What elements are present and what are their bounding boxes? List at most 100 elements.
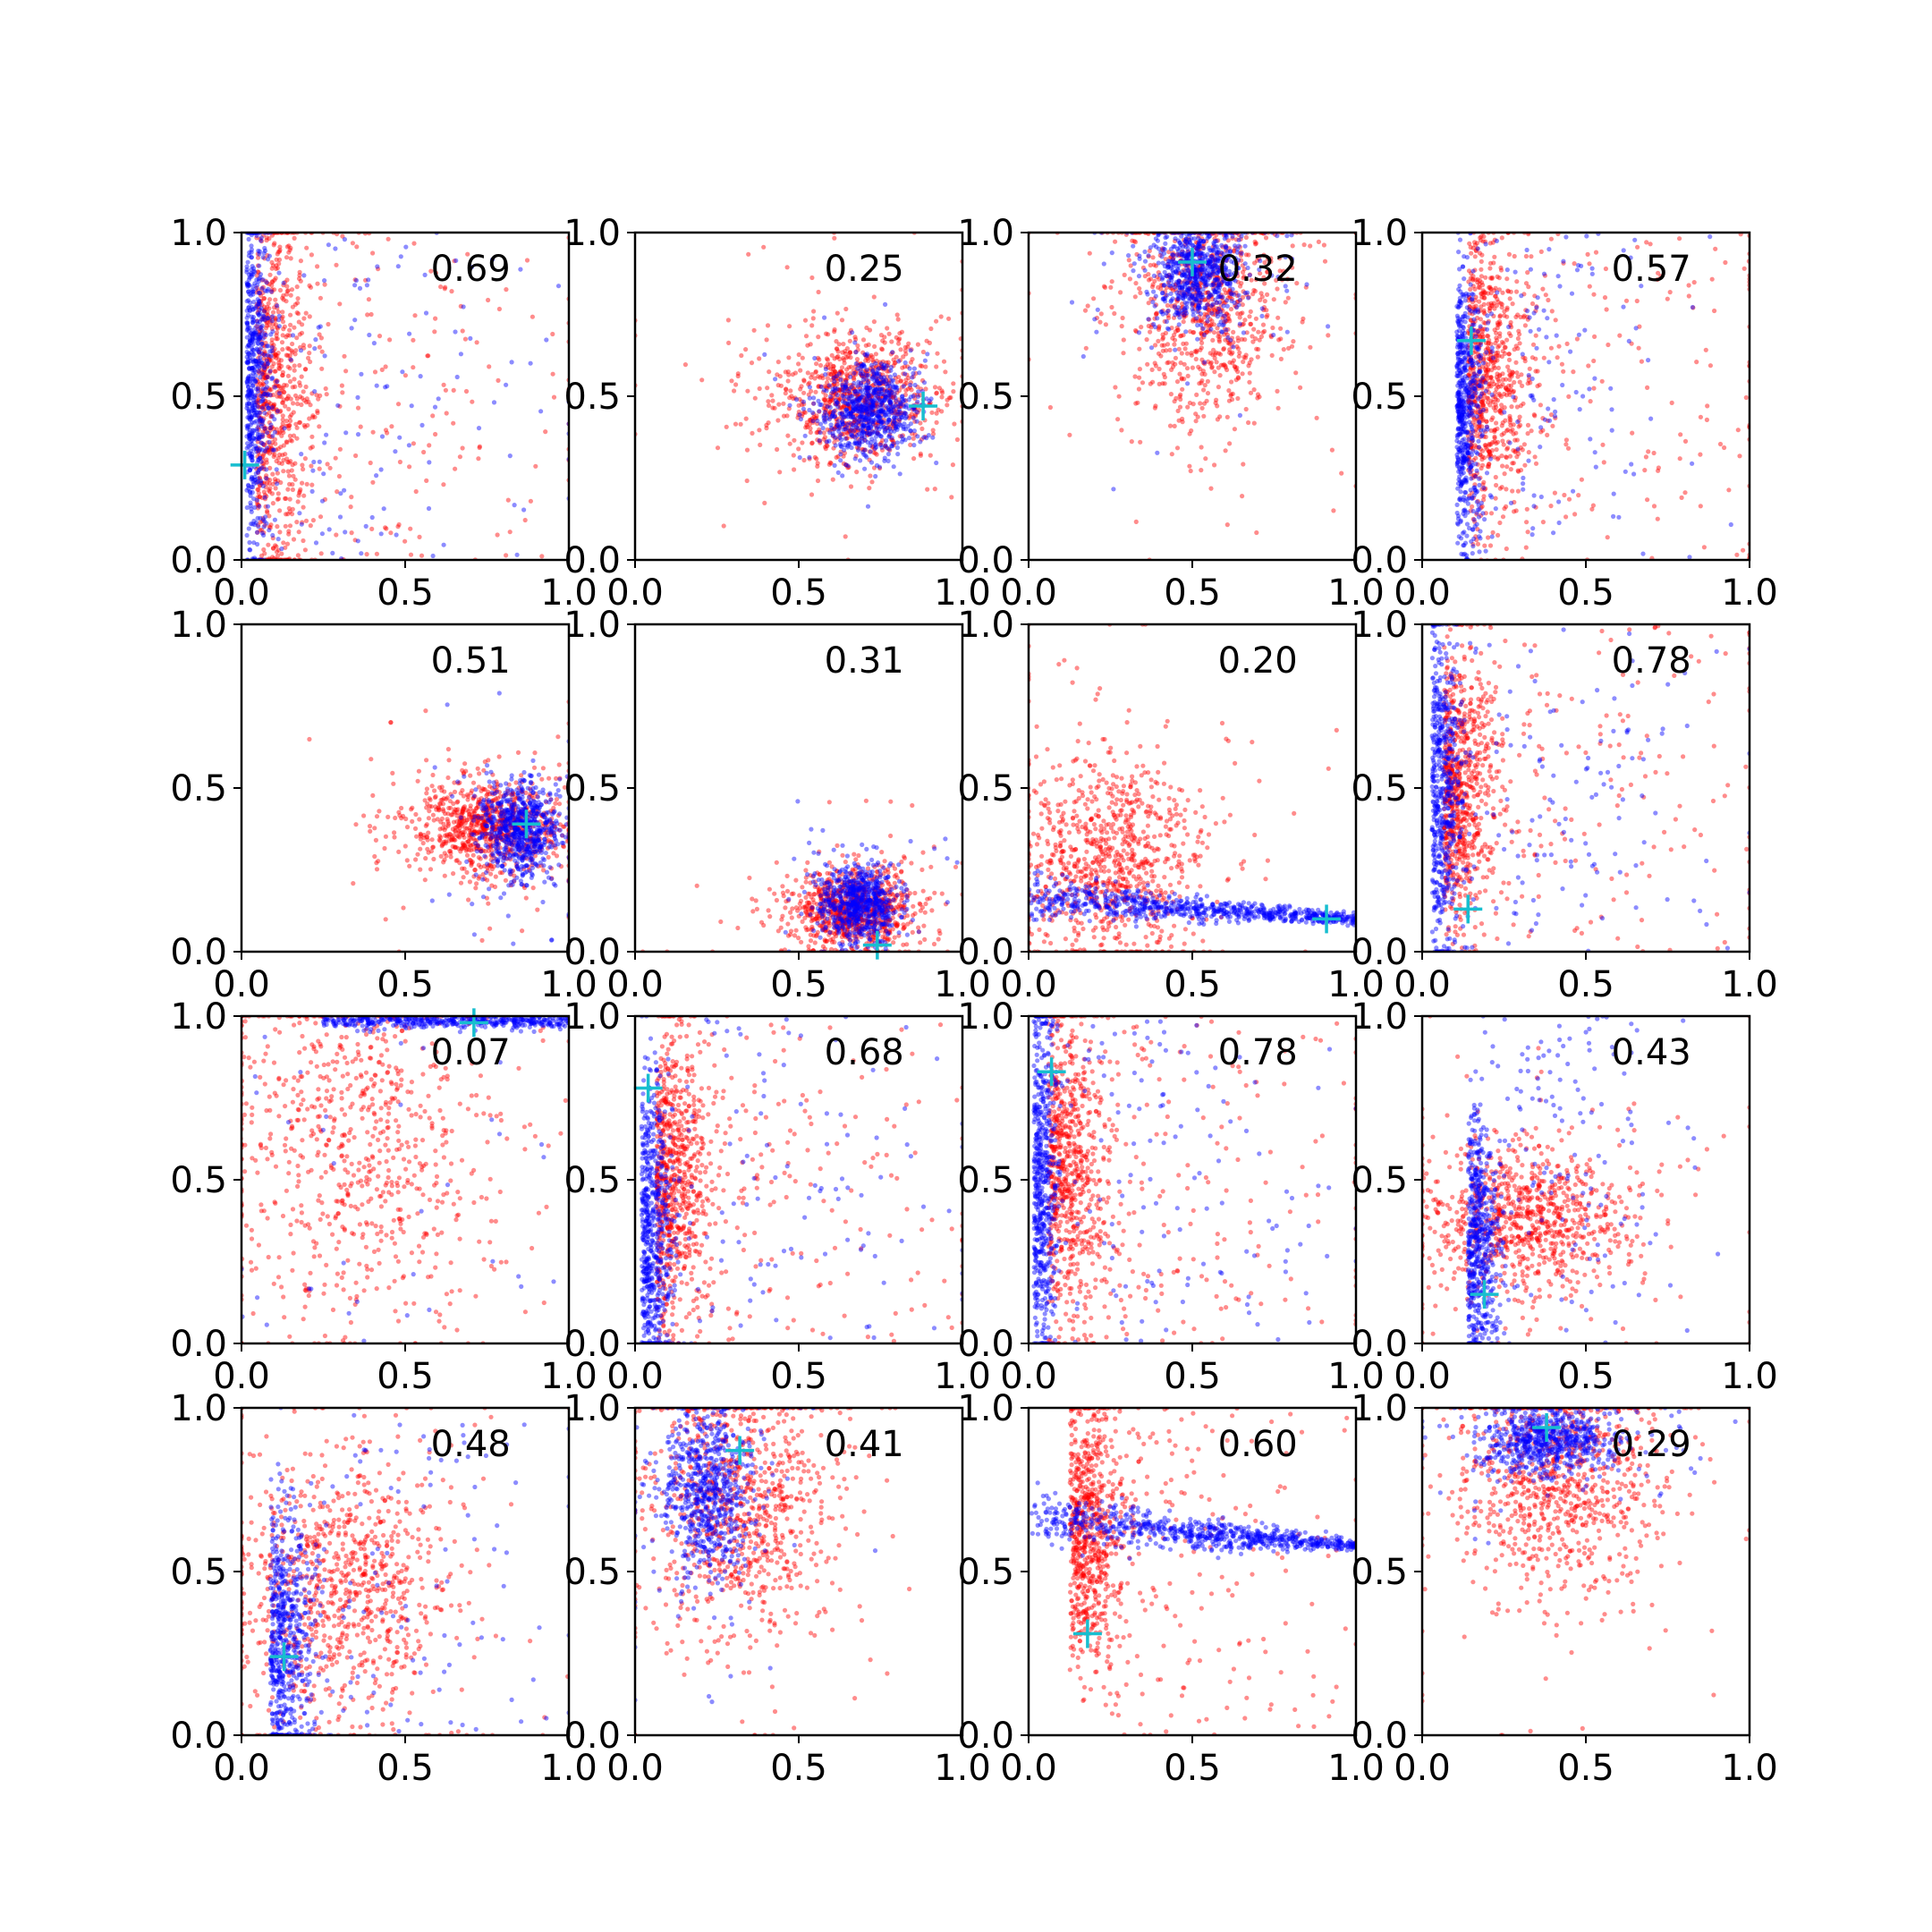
data-point (1191, 312, 1196, 318)
data-point (1199, 292, 1204, 297)
data-point (1481, 301, 1487, 307)
data-point (250, 288, 255, 293)
data-point (1479, 411, 1484, 417)
data-point (1285, 295, 1291, 301)
data-point (1247, 360, 1252, 366)
data-point (871, 390, 877, 396)
data-point (264, 393, 269, 398)
data-point (894, 415, 899, 420)
data-point (810, 419, 816, 424)
data-point (809, 388, 814, 394)
data-point (871, 398, 877, 403)
data-point (1247, 272, 1252, 277)
data-point (247, 467, 252, 472)
data-point (419, 553, 425, 558)
data-point (884, 425, 889, 431)
data-point (850, 400, 856, 405)
data-point (809, 440, 815, 445)
data-point (244, 393, 250, 398)
data-point (869, 402, 875, 407)
data-point (1289, 343, 1295, 349)
data-point (868, 424, 874, 429)
data-point (289, 412, 294, 418)
data-point (259, 405, 266, 411)
data-point (280, 347, 285, 352)
data-point (298, 278, 303, 284)
data-point (403, 244, 409, 250)
data-point (300, 395, 305, 401)
data-point (1234, 365, 1240, 370)
data-point (278, 394, 284, 399)
data-point (247, 309, 253, 314)
data-point (855, 383, 860, 388)
data-point (863, 453, 869, 458)
data-point (274, 377, 279, 384)
data-point (1148, 245, 1153, 250)
data-point (1159, 309, 1165, 315)
data-point (832, 414, 837, 419)
data-point (1163, 330, 1168, 335)
data-point (249, 387, 254, 393)
data-point (862, 369, 868, 374)
data-point (1205, 307, 1210, 312)
data-point (843, 407, 849, 412)
data-point (918, 363, 923, 369)
data-point (1180, 273, 1185, 278)
data-point (886, 458, 891, 464)
data-point (1159, 291, 1165, 296)
data-point (1198, 250, 1203, 256)
data-point (1210, 252, 1216, 258)
data-point (308, 523, 313, 529)
data-point (835, 376, 841, 381)
data-point (878, 399, 884, 404)
data-point (838, 432, 843, 437)
data-point (263, 449, 268, 454)
data-point (1249, 357, 1254, 362)
data-point (1486, 341, 1491, 346)
data-point (1208, 328, 1213, 334)
data-point (1216, 275, 1222, 281)
data-point (1152, 278, 1157, 284)
data-point (1158, 250, 1164, 255)
data-point (860, 431, 865, 436)
data-point (871, 382, 877, 387)
data-point (1193, 264, 1199, 270)
data-point (1156, 351, 1162, 356)
data-point (1217, 265, 1223, 270)
data-point (893, 421, 898, 427)
data-point (250, 357, 256, 362)
data-point (278, 425, 284, 431)
data-point (266, 343, 271, 349)
data-point (297, 273, 302, 278)
data-point (1172, 332, 1177, 338)
data-point (854, 445, 860, 450)
data-point (1175, 292, 1181, 298)
data-point (824, 331, 829, 336)
data-point (280, 333, 285, 338)
data-point (264, 402, 269, 407)
data-point (1223, 365, 1228, 370)
data-point (272, 517, 277, 522)
data-point (297, 380, 302, 386)
data-point (270, 439, 275, 445)
data-point (1113, 385, 1118, 390)
data-point (835, 424, 840, 429)
data-point (860, 434, 865, 439)
data-point (1233, 237, 1239, 242)
data-point (1208, 351, 1213, 356)
data-point (245, 284, 250, 289)
data-point (877, 419, 884, 424)
data-point (1224, 298, 1230, 303)
data-point (1304, 282, 1309, 287)
data-point (845, 443, 851, 448)
data-point (1245, 295, 1251, 301)
data-point (293, 348, 299, 353)
data-point (804, 422, 809, 428)
data-point (859, 421, 865, 427)
data-point (889, 437, 894, 443)
data-point (1211, 322, 1216, 327)
data-point (280, 420, 285, 427)
data-point (834, 374, 839, 379)
center-marker (1178, 247, 1207, 276)
data-point (275, 547, 281, 553)
